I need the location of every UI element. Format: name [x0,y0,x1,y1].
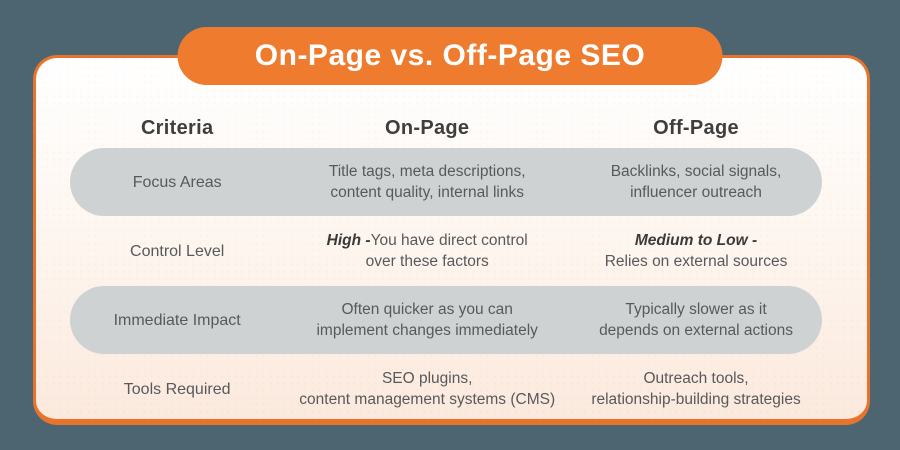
criteria-label: Focus Areas [132,173,222,191]
on-page-cell: High -You have direct control over these… [326,232,528,270]
on-page-cell: SEO plugins, content management systems … [299,370,556,408]
on-page-cell: Often quicker as you can implement chang… [316,301,538,339]
emphasis-text: Medium to Low - [634,232,758,249]
table-body: Focus Areas Title tags, meta description… [70,148,822,424]
off-page-cell: Outreach tools, relationship-building st… [591,370,801,408]
emphasis-text: High - [326,232,371,249]
column-header-criteria: Criteria [140,116,214,139]
criteria-label: Tools Required [123,380,231,398]
column-header-off-page: Off-Page [653,116,739,139]
table-header-row: Criteria On-Page Off-Page [70,112,822,144]
criteria-label: Immediate Impact [113,311,241,329]
off-page-cell: Backlinks, social signals, influencer ou… [610,163,782,201]
table-row-focus-areas: Focus Areas Title tags, meta description… [70,148,822,216]
table-row-tools-required: Tools Required SEO plugins, content mana… [70,355,822,423]
off-page-cell: Medium to Low - Relies on external sourc… [604,232,788,270]
comparison-card [33,55,870,425]
off-page-cell: Typically slower as it depends on extern… [599,301,793,339]
page-title: On-Page vs. Off-Page SEO [254,39,646,72]
title-banner: On-Page vs. Off-Page SEO [177,27,723,85]
column-header-on-page: On-Page [385,116,470,139]
on-page-cell: Title tags, meta descriptions, content q… [328,163,526,201]
table-row-control-level: Control Level High -You have direct cont… [70,217,822,285]
table-row-immediate-impact: Immediate Impact Often quicker as you ca… [70,286,822,354]
criteria-label: Control Level [130,242,225,260]
